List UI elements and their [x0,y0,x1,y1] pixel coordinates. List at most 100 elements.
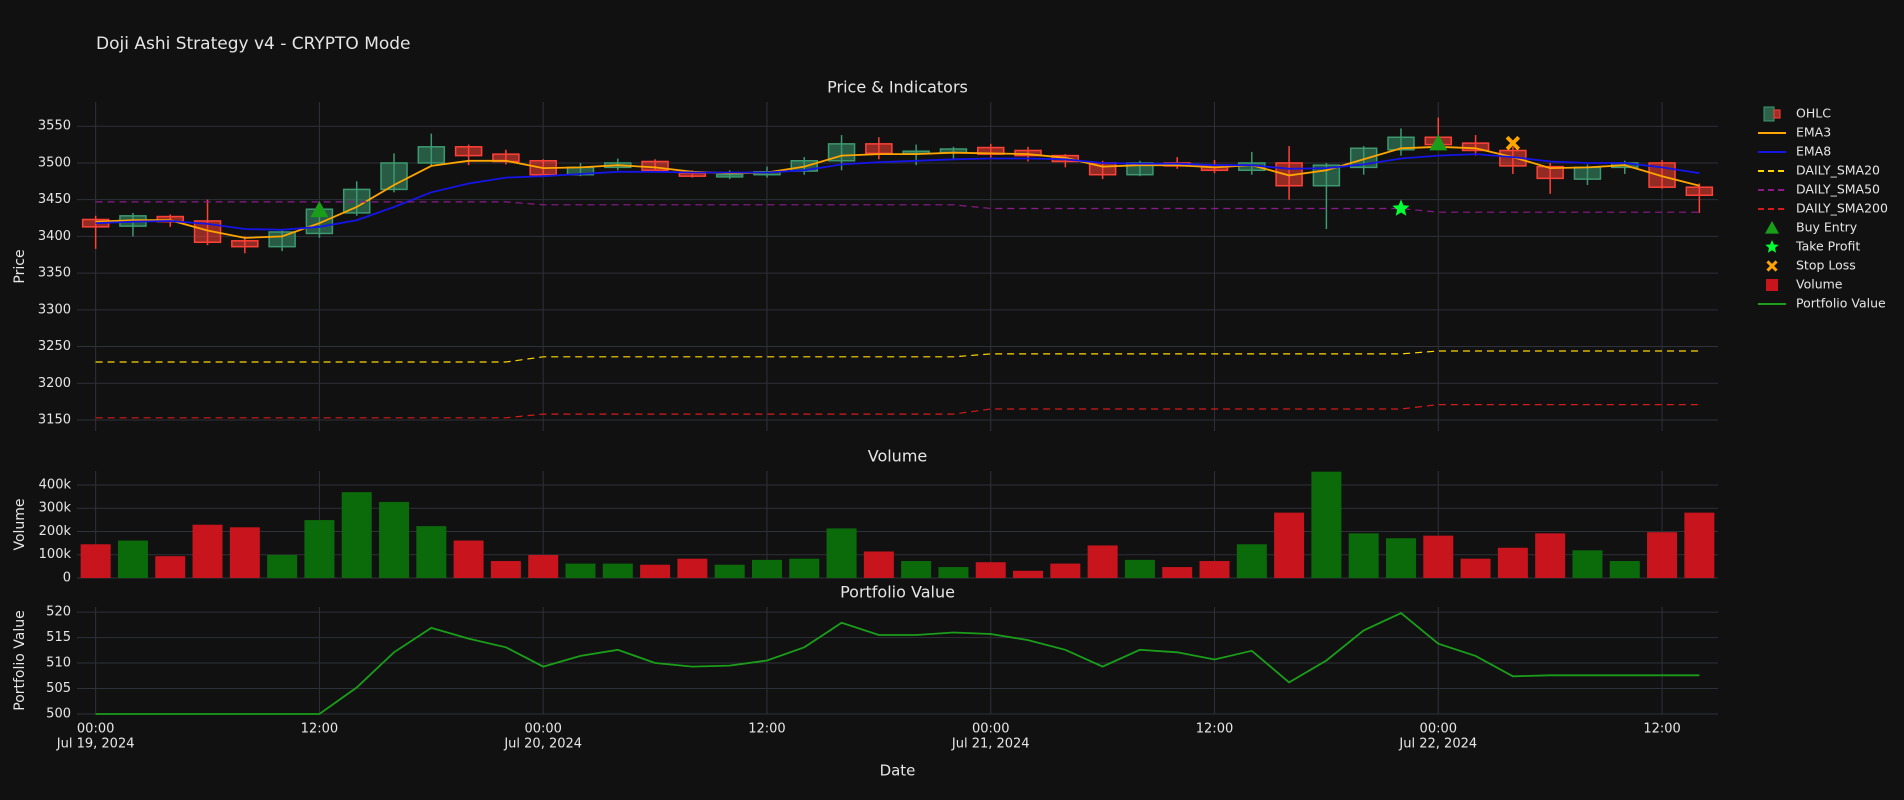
volume-bar [1609,561,1640,578]
volume-bar [1497,547,1528,578]
y-tick-label: 3150 [38,412,71,427]
volume-bar [155,556,186,578]
volume-bar [528,554,559,578]
chart-title: Doji Ashi Strategy v4 - CRYPTO Mode [96,34,411,54]
volume-bar [1385,538,1416,578]
x-tick-label: 00:00 [972,722,1009,737]
x-tick-label: 00:00 [1420,722,1457,737]
volume-bar [751,559,782,578]
signal-marker [1392,199,1410,216]
legend-swatch [1766,279,1778,291]
y-tick-label: 3300 [38,302,71,317]
volume-bar [602,563,633,578]
volume-bar [640,564,671,578]
volume-bar [1087,545,1118,578]
x-tick-label: 12:00 [1643,722,1680,737]
signal-marker [310,200,329,218]
volume-bar [975,562,1006,578]
volume-bar [341,492,372,578]
legend-label: Stop Loss [1796,258,1856,273]
volume-bar [1423,535,1454,578]
y-tick-label: 3250 [38,339,71,354]
x-tick-label: 12:00 [1196,722,1233,737]
x-tick-label: Jul 19, 2024 [56,737,135,752]
x-tick-label: Jul 21, 2024 [951,737,1030,752]
signal-marker [1429,134,1448,151]
candle-body [193,220,222,244]
volume-bar [1013,570,1044,578]
y-tick-label: 3550 [38,119,71,134]
portfolio-line [95,612,1700,715]
volume-bar [453,540,484,578]
y-tick-label: 100k [39,547,72,562]
volume-bar [1199,561,1230,578]
volume-bar [1348,533,1379,578]
candle-body [1387,136,1415,151]
volume-bar [1572,550,1603,578]
volume-bar [826,528,857,578]
volume-bar [565,563,596,578]
y-tick-label: 300k [39,501,72,516]
subplot-title: Price & Indicators [827,78,968,97]
candle-body [231,240,259,248]
legend-label: DAILY_SMA20 [1796,163,1880,178]
candle-body [865,143,893,155]
indicator-line [95,153,1700,231]
volume-bar [1236,544,1267,578]
volume-bar [192,524,223,578]
x-axis-label: Date [880,762,916,780]
legend: OHLC EMA3 EMA8 DAILY_SMA20 DAILY_SMA50 DAILY_… [1758,106,1888,311]
y-tick-label: 3450 [38,192,71,207]
candle-body [1461,142,1490,152]
indicator-line [95,404,1700,419]
candle-body [1536,165,1564,180]
candle-body [417,146,446,164]
y-tick-label: 3200 [38,376,71,391]
volume-bar [229,527,260,578]
y-axis-label: Price [12,249,28,283]
volume-bar [1050,563,1081,578]
legend-label: Volume [1796,277,1843,292]
candle-body [1573,166,1602,180]
volume-bar [490,561,521,578]
volume-bar [789,558,820,578]
x-tick-label: 00:00 [77,722,114,737]
legend-swatch [1765,240,1779,253]
legend-label: OHLC [1796,106,1831,121]
volume-bar [267,554,298,578]
volume-bar [379,501,410,578]
legend-swatch [1766,260,1778,272]
y-tick-label: 3350 [38,266,71,281]
volume-bar [938,567,969,578]
signal-marker [1505,135,1521,151]
legend-swatch [1773,109,1781,119]
legend-label: Buy Entry [1796,220,1858,235]
legend-label: DAILY_SMA50 [1796,182,1880,197]
x-tick-label: 12:00 [748,722,785,737]
legend-label: Portfolio Value [1796,296,1886,311]
candle-body [715,173,744,178]
legend-label: DAILY_SMA200 [1796,201,1888,216]
x-tick-label: Jul 20, 2024 [503,737,582,752]
candle-body [1685,186,1714,197]
volume-bar [1535,533,1566,578]
volume-bar [714,564,745,578]
candle-body [454,146,483,157]
legend-label: EMA8 [1796,144,1831,159]
indicator-line [95,201,1700,213]
volume-bar [1124,559,1155,578]
legend-swatch [1763,106,1775,122]
volume-bar [416,526,447,578]
y-tick-label: 500 [46,707,71,722]
y-tick-label: 3500 [38,155,71,170]
volume-bar [1647,532,1678,578]
legend-label: Take Profit [1795,239,1860,254]
candle-body [342,188,371,214]
x-tick-label: 12:00 [301,722,338,737]
volume-bar [304,520,335,578]
y-tick-label: 3400 [38,229,71,244]
candle-body [678,172,707,177]
candle-body [827,143,856,162]
